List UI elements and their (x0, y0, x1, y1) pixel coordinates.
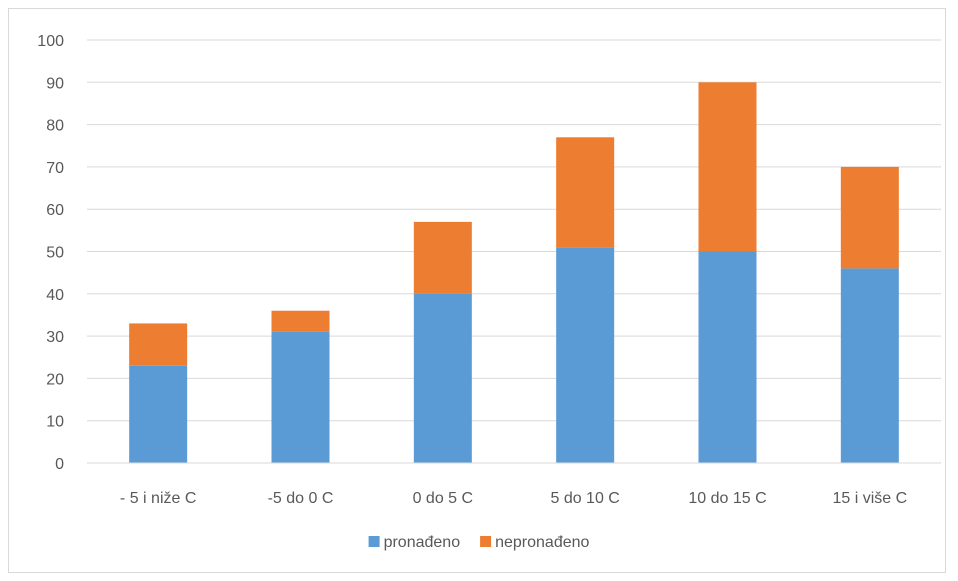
bar-found (698, 251, 757, 463)
x-tick-label: 0 do 5 C (413, 490, 473, 507)
gridlines (87, 39, 941, 464)
legend-swatch (368, 536, 380, 547)
y-tick-label: 50 (46, 245, 64, 262)
bars (129, 82, 899, 463)
bar-found (271, 331, 330, 463)
bar-not-found (413, 221, 472, 294)
x-tick-label: 15 i više C (832, 490, 907, 507)
y-tick-label: 10 (46, 414, 64, 431)
bar-found (413, 293, 472, 463)
x-tick-label: - 5 i niže C (120, 490, 196, 507)
x-tick-label: 10 do 15 C (688, 490, 766, 507)
bar-not-found (129, 323, 188, 366)
axes: 0 10 20 30 40 50 60 70 80 90 100 - 5 i niže C -5 do … (37, 33, 941, 507)
bar-found (556, 247, 615, 463)
legend-swatch (480, 536, 492, 547)
bar-not-found (840, 166, 899, 269)
bar-not-found (271, 310, 330, 332)
legend-label: nepronađeno (495, 534, 589, 551)
legend: pronađeno nepronađeno (368, 534, 590, 551)
y-tick-label: 90 (46, 75, 64, 92)
y-tick-label: 0 (55, 456, 64, 473)
y-tick-label: 20 (46, 371, 64, 388)
x-tick-label: -5 do 0 C (268, 490, 334, 507)
y-tick-label: 80 (46, 118, 64, 135)
y-tick-label: 40 (46, 287, 64, 304)
bar-found (840, 268, 899, 463)
y-tick-label: 30 (46, 329, 64, 346)
y-tick-label: 100 (37, 33, 64, 50)
bar-found (129, 365, 188, 463)
chart-frame (8, 8, 946, 573)
bar-not-found (556, 137, 615, 248)
bar-not-found (698, 82, 757, 252)
legend-label: pronađeno (384, 534, 461, 551)
x-tick-label: 5 do 10 C (550, 490, 619, 507)
y-tick-label: 60 (46, 202, 64, 219)
y-tick-label: 70 (46, 160, 64, 177)
